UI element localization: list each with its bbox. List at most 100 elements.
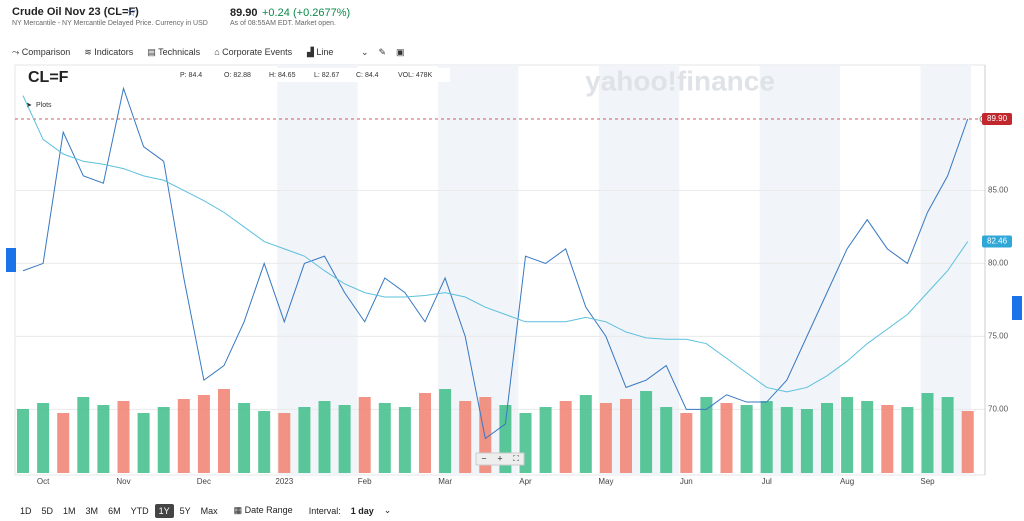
chart-type-label: Line xyxy=(316,47,334,57)
volume-bar xyxy=(338,405,351,473)
volume-bar xyxy=(901,407,914,473)
volume-bar xyxy=(419,393,431,473)
volume-bar xyxy=(197,395,210,473)
volume-bar xyxy=(841,397,854,473)
price-line xyxy=(22,95,969,393)
volume-bar xyxy=(539,407,552,473)
x-tick-label: Sep xyxy=(920,477,935,486)
volume-bar xyxy=(861,401,874,473)
change: +0.24 xyxy=(262,7,290,19)
volume-bar xyxy=(137,413,150,473)
toolbar-label: Indicators xyxy=(94,47,134,57)
toolbar-item[interactable]: ≋ Indicators xyxy=(84,47,134,57)
interval-caret[interactable]: ⌄ xyxy=(383,505,392,515)
chart-type[interactable]: ▟ Line ⌄ ✎ ▣ xyxy=(307,47,405,57)
volume-bar xyxy=(398,407,411,473)
price: 89.90 xyxy=(230,7,258,19)
plots-arrow: ▶ xyxy=(27,103,32,109)
range-button[interactable]: 1Y xyxy=(154,503,174,518)
volume-bar xyxy=(378,403,391,473)
date-range[interactable]: ▦ Date Range xyxy=(233,505,293,515)
title: Crude Oil Nov 23 (CL=F) xyxy=(12,6,139,18)
x-tick-label: Apr xyxy=(519,477,532,486)
x-tick-label: Dec xyxy=(197,477,211,486)
footer: 1D 5D 1M 3M 6M YTD 1Y 5Y Max ▦ Date Range Interval… xyxy=(16,503,397,518)
range-button[interactable]: 5Y xyxy=(179,505,191,516)
chart: 70.00 75.00 80.00 85.00 yahoo!finance CL=F P: … xyxy=(6,64,1022,486)
toolbar-label: Technicals xyxy=(158,47,201,57)
volume-bar xyxy=(298,407,311,473)
volume-bar xyxy=(318,401,331,473)
stat: O: 82.88 xyxy=(224,72,251,79)
volume-bar xyxy=(439,389,452,473)
volume-bar xyxy=(961,411,974,473)
volume-bar xyxy=(720,403,733,473)
toolbar-item[interactable]: ⌂ Corporate Events xyxy=(214,47,293,57)
range-button[interactable]: 1M xyxy=(63,505,76,516)
volume-bar xyxy=(700,397,713,473)
volume-bar xyxy=(559,401,572,473)
volume-bar xyxy=(620,399,632,473)
month-band xyxy=(598,65,680,475)
range-button[interactable]: 1D xyxy=(20,505,32,516)
toolbar-label: Corporate Events xyxy=(222,47,293,57)
subtitle: NY Mercantile - NY Mercantile Delayed Pr… xyxy=(12,20,208,27)
y-tick-label: 70.00 xyxy=(988,404,1009,413)
interval[interactable]: 1 day xyxy=(350,505,374,516)
zoom-controls[interactable]: − + ⛶ xyxy=(475,452,525,466)
y-tick-label: 85.00 xyxy=(988,186,1009,195)
volume-bar xyxy=(97,405,110,473)
stat: VOL: 478K xyxy=(398,72,433,79)
change-pct: (+0.2677%) xyxy=(293,7,351,19)
volume-bar xyxy=(57,413,70,473)
volume-bar xyxy=(740,405,753,473)
volume-bar xyxy=(660,407,673,473)
x-tick-label: Mar xyxy=(438,477,452,486)
y-tick-label: 80.00 xyxy=(988,259,1009,268)
volume-bar xyxy=(680,413,693,473)
stat: L: 82.67 xyxy=(314,72,339,79)
as-of: As of 08:55AM EDT. Market open. xyxy=(230,20,336,27)
toolbar-item[interactable]: ⤳ Comparison xyxy=(12,47,71,57)
watermark: yahoo!finance xyxy=(585,65,775,96)
volume-bar xyxy=(640,391,653,473)
range-button[interactable]: YTD xyxy=(130,505,149,516)
volume-bar xyxy=(941,397,954,473)
volume-bar xyxy=(599,403,612,473)
volume-bar xyxy=(800,409,813,473)
volume-bar xyxy=(821,403,833,473)
zoom-box xyxy=(475,452,525,466)
volume-bar xyxy=(579,395,592,473)
price-tag xyxy=(982,235,1012,248)
price-tag-label: 82.46 xyxy=(987,237,1008,246)
x-tick-label: Aug xyxy=(840,477,854,486)
volume-bar xyxy=(157,407,170,473)
plots: Plots xyxy=(36,102,52,109)
volume-bar xyxy=(358,397,371,473)
volume-bar xyxy=(37,403,50,473)
toolbar-item[interactable]: ▤ Technicals xyxy=(147,47,201,57)
volume-bar xyxy=(238,403,251,473)
star[interactable]: ☆ xyxy=(126,5,137,19)
price-line xyxy=(22,86,969,440)
interval-label: Interval: xyxy=(308,505,341,516)
volume-bar xyxy=(17,409,29,473)
volume-bar xyxy=(177,399,190,473)
price-tag-label: 89.90 xyxy=(987,114,1008,123)
volume-bar xyxy=(881,405,894,473)
left-handle xyxy=(6,248,16,272)
x-tick-label: Oct xyxy=(37,477,50,486)
zoom-btn: + xyxy=(497,453,502,463)
price-tag xyxy=(982,112,1012,125)
volume-bar xyxy=(459,401,472,473)
range-button[interactable]: Max xyxy=(200,505,218,516)
zoom-fit: ⛶ xyxy=(512,454,519,463)
symbol: CL=F xyxy=(28,69,69,86)
range-button[interactable]: 3M xyxy=(85,505,99,516)
range-button[interactable]: 6M xyxy=(108,505,121,516)
volume-bar xyxy=(117,401,130,473)
date-range-label: Date Range xyxy=(244,505,293,515)
range-button[interactable]: 5D xyxy=(41,505,54,516)
stats-box xyxy=(172,68,450,82)
